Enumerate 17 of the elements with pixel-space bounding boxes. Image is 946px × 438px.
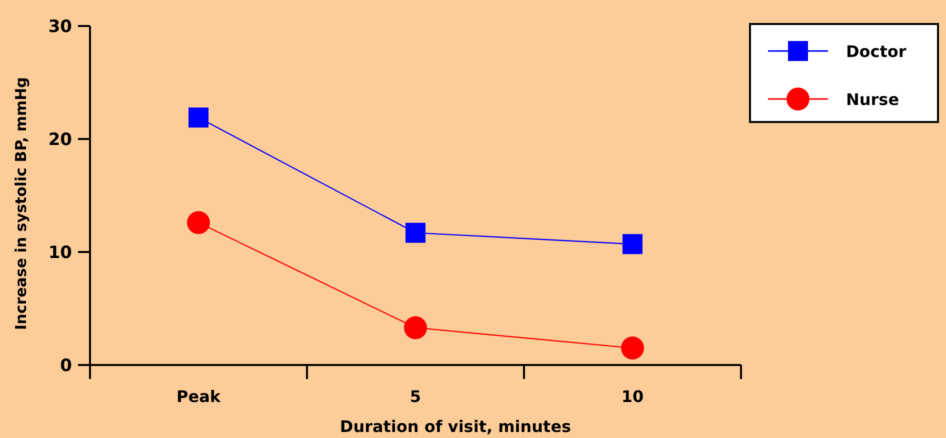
point [188, 108, 208, 128]
point [406, 222, 426, 243]
legend-label: Doctor [846, 42, 906, 61]
y-axis-title: Increase in systolic BP, mmHg [12, 77, 30, 330]
point [187, 211, 210, 234]
x-tick-label: 10 [621, 387, 644, 406]
legend-label: Nurse [846, 90, 900, 109]
point [622, 234, 642, 254]
y-tick-label: 10 [48, 243, 72, 263]
y-tick-label: 20 [48, 130, 72, 150]
x-tick-label: 5 [410, 387, 422, 406]
x-axis-title: Duration of visit, minutes [340, 417, 572, 436]
point [621, 336, 644, 360]
x-tick-label: Peak [176, 387, 221, 406]
y-tick-label: 30 [48, 17, 72, 37]
y-tick-label: 0 [60, 356, 72, 376]
point [404, 316, 427, 340]
